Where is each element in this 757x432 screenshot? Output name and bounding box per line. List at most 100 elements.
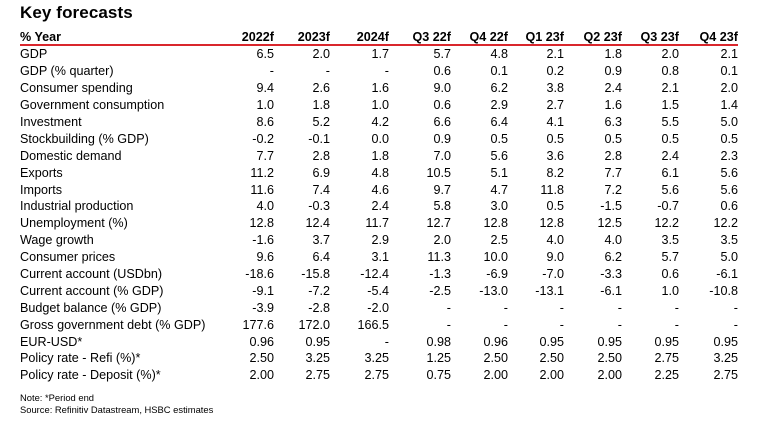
column-header: Q1 23f: [508, 26, 564, 46]
table-row: GDP 6.5 2.0 1.7 5.7 4.8 2.1 1.8 2.0 2.1: [20, 45, 738, 63]
table-cell: 11.6: [250, 182, 274, 197]
table-cell: 11.8: [540, 182, 564, 197]
table-cell: -: [325, 64, 330, 79]
table-cell: 3.1: [371, 250, 389, 265]
table-row: Current account (USDbn) -18.6 -15.8 -12.4 -1…: [20, 266, 738, 283]
table-cell: 12.2: [713, 216, 738, 231]
table-cell: 2.1: [720, 47, 738, 62]
table-cell: 177.6: [242, 317, 274, 332]
table-cell: 2.8: [604, 148, 622, 163]
table-cell: 0.6: [433, 64, 451, 79]
table-cell: -15.8: [301, 267, 330, 282]
table-cell: 7.2: [604, 182, 622, 197]
table-cell: 2.0: [661, 47, 679, 62]
table-cell: 11.3: [427, 250, 451, 265]
table-cell: 2.75: [654, 351, 679, 366]
table-cell: 0.98: [426, 334, 451, 349]
table-cell: 172.0: [298, 317, 330, 332]
table-cell: 3.5: [661, 233, 679, 248]
table-cell: 0.1: [720, 64, 738, 79]
table-cell: -: [733, 317, 738, 332]
table-cell: 0.95: [713, 334, 738, 349]
row-label: Budget balance (% GDP): [20, 300, 162, 315]
column-header: Q3 23f: [622, 26, 679, 46]
table-cell: 4.0: [604, 233, 622, 248]
table-row: Stockbuilding (% GDP) -0.2 -0.1 0.0 0.9 0.5 0.…: [20, 130, 738, 147]
column-header: % Year: [20, 26, 206, 46]
table-cell: 3.25: [305, 351, 330, 366]
table-cell: 2.75: [364, 368, 389, 383]
table-cell: -0.3: [308, 199, 330, 214]
column-header: Q4 22f: [451, 26, 508, 46]
table-cell: 0.8: [661, 64, 679, 79]
table-cell: 9.0: [433, 81, 451, 96]
table-cell: 5.5: [661, 115, 679, 129]
table-cell: 9.4: [256, 81, 274, 96]
table-cell: 1.8: [371, 148, 389, 163]
table-cell: 0.9: [433, 131, 451, 146]
table-cell: 8.6: [256, 115, 274, 129]
table-cell: 0.2: [546, 64, 564, 79]
table-cell: 2.75: [713, 368, 738, 383]
table-cell: 5.6: [661, 182, 679, 197]
column-header: 2023f: [274, 26, 330, 46]
row-label: Imports: [20, 182, 62, 197]
table-row: Current account (% GDP) -9.1 -7.2 -5.4 -2.5 -…: [20, 282, 738, 299]
table-cell: 0.0: [371, 131, 389, 146]
table-cell: -: [446, 300, 451, 315]
table-cell: 0.5: [490, 131, 508, 146]
table-cell: 3.8: [546, 81, 564, 96]
table-cell: -3.9: [252, 300, 274, 315]
table-cell: 1.7: [371, 47, 389, 62]
table-cell: 2.50: [483, 351, 508, 366]
table-cell: 2.0: [433, 233, 451, 248]
table-cell: 2.9: [371, 233, 389, 248]
table-cell: 3.25: [364, 351, 389, 366]
table-cell: 1.4: [720, 98, 738, 113]
row-label: Government consumption: [20, 98, 165, 113]
table-cell: 9.6: [256, 250, 274, 265]
table-cell: 2.5: [490, 233, 508, 248]
row-label: Consumer spending: [20, 81, 133, 96]
table-cell: -: [733, 300, 738, 315]
row-label: Industrial production: [20, 199, 134, 214]
table-cell: -6.1: [716, 267, 738, 282]
footnote-note: Note: *Period end: [20, 392, 95, 403]
table-cell: -: [674, 317, 679, 332]
table-cell: 3.5: [720, 233, 738, 248]
table-cell: 2.50: [539, 351, 564, 366]
table-row: Unemployment (%) 12.8 12.4 11.7 12.7 12.8 12.8…: [20, 215, 738, 232]
table-cell: 0.5: [720, 131, 738, 146]
table-cell: 1.0: [371, 98, 389, 113]
table-cell: 1.5: [661, 98, 679, 113]
table-cell: 5.7: [433, 47, 451, 62]
table-cell: 2.0: [720, 81, 738, 96]
table-cell: 0.6: [720, 199, 738, 214]
table-row: Wage growth -1.6 3.7 2.9 2.0 2.5 4.0 4.0 3.5 3.5: [20, 232, 738, 249]
table-cell: 4.0: [256, 199, 274, 214]
table-cell: 6.4: [312, 250, 330, 265]
table-cell: 0.5: [546, 131, 564, 146]
column-header: 2024f: [330, 26, 389, 46]
table-cell: 7.0: [433, 148, 451, 163]
table-cell: -7.2: [308, 283, 330, 298]
table-cell: 8.2: [546, 165, 564, 180]
table-cell: 6.6: [433, 115, 451, 129]
row-label: Current account (% GDP): [20, 283, 164, 298]
table-cell: -2.0: [367, 300, 389, 315]
row-label: Consumer prices: [20, 250, 116, 265]
table-cell: -6.9: [486, 267, 508, 282]
table-cell: 3.25: [713, 351, 738, 366]
table-cell: 5.1: [490, 165, 508, 180]
row-label: GDP: [20, 47, 48, 62]
row-label: Stockbuilding (% GDP): [20, 131, 149, 146]
column-header: Q2 23f: [564, 26, 622, 46]
column-header: 2022f: [206, 26, 274, 46]
table-row: Consumer prices 9.6 6.4 3.1 11.3 10.0 9.0 6.2 5.…: [20, 249, 738, 266]
table-cell: 1.8: [312, 98, 330, 113]
page-title: Key forecasts: [20, 3, 133, 22]
table-cell: 9.0: [546, 250, 564, 265]
row-label: Policy rate - Deposit (%)*: [20, 368, 161, 383]
table-cell: -10.8: [709, 283, 738, 298]
table-cell: -0.2: [252, 131, 274, 146]
